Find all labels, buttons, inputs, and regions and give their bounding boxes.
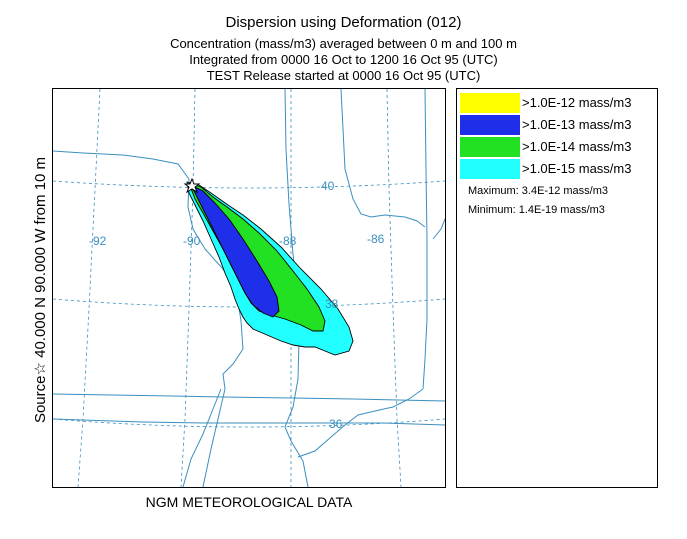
boundary-iowa-illinois [53, 150, 244, 487]
source-star-icon [183, 177, 201, 194]
y-axis-label: Source☆ 40.000 N 90.000 W from 10 m [32, 156, 49, 424]
grid-label-lon-92: -92 [89, 234, 107, 248]
legend-label: >1.0E-13 mass/m3 [522, 117, 632, 132]
concentration-plume [186, 181, 354, 356]
boundary-tennessee-south [53, 418, 445, 426]
legend-item-1e-15: >1.0E-15 mass/m3 [460, 159, 654, 179]
grid-label-lat-40: 40 [321, 179, 335, 193]
legend-label: >1.0E-12 mass/m3 [522, 95, 632, 110]
map-panel: -92 -90 -88 -86 40 38 36 [52, 88, 446, 488]
boundary-michigan-east [432, 218, 445, 240]
lat-lon-grid [53, 89, 445, 487]
grid-lon-86 [386, 89, 402, 487]
legend-label: >1.0E-14 mass/m3 [522, 139, 632, 154]
boundary-mississippi-lower [182, 388, 222, 487]
plot-title: Dispersion using Deformation (012) [225, 14, 462, 31]
boundary-indiana-ohio [422, 89, 428, 390]
maximum-value: Maximum: 3.4E-12 mass/m3 [468, 185, 608, 197]
subtitle-line-3: TEST Release started at 0000 16 Oct 95 (… [206, 68, 481, 83]
grid-lat-40 [53, 180, 445, 189]
subtitle-line-2: Integrated from 0000 16 Oct to 1200 16 O… [189, 52, 498, 67]
boundary-kentucky-south [53, 393, 445, 402]
grid-label-lat-38: 38 [325, 297, 339, 311]
legend-swatch [460, 93, 520, 113]
plume-contour-1e-13 [189, 183, 280, 318]
minimum-value: Minimum: 1.4E-19 mass/m3 [468, 204, 605, 216]
legend-panel: >1.0E-12 mass/m3 >1.0E-13 mass/m3 >1.0E-… [456, 88, 658, 488]
grid-label-lon-90: -90 [183, 234, 201, 248]
x-axis-label: NGM METEOROLOGICAL DATA [145, 494, 353, 510]
legend-item-1e-14: >1.0E-14 mass/m3 [460, 137, 654, 157]
legend-swatch [460, 137, 520, 157]
legend-item-1e-12: >1.0E-12 mass/m3 [460, 93, 654, 113]
grid-lon-92 [77, 89, 101, 487]
map-canvas: -92 -90 -88 -86 40 38 36 [53, 89, 445, 487]
legend-item-1e-13: >1.0E-13 mass/m3 [460, 115, 654, 135]
subtitle-line-1: Concentration (mass/m3) averaged between… [170, 36, 517, 51]
grid-label-lon-86: -86 [367, 232, 385, 246]
boundary-ohio-river [297, 388, 424, 458]
legend-swatch [460, 115, 520, 135]
grid-label-lon-88: -88 [279, 234, 297, 248]
boundary-lake-michigan-shore [340, 89, 426, 228]
legend-label: >1.0E-15 mass/m3 [522, 161, 632, 176]
state-boundaries [53, 89, 445, 487]
grid-lon-90 [180, 89, 196, 487]
legend-swatch [460, 159, 520, 179]
boundary-illinois-indiana [284, 89, 309, 487]
grid-label-lat-36: 36 [329, 417, 343, 431]
